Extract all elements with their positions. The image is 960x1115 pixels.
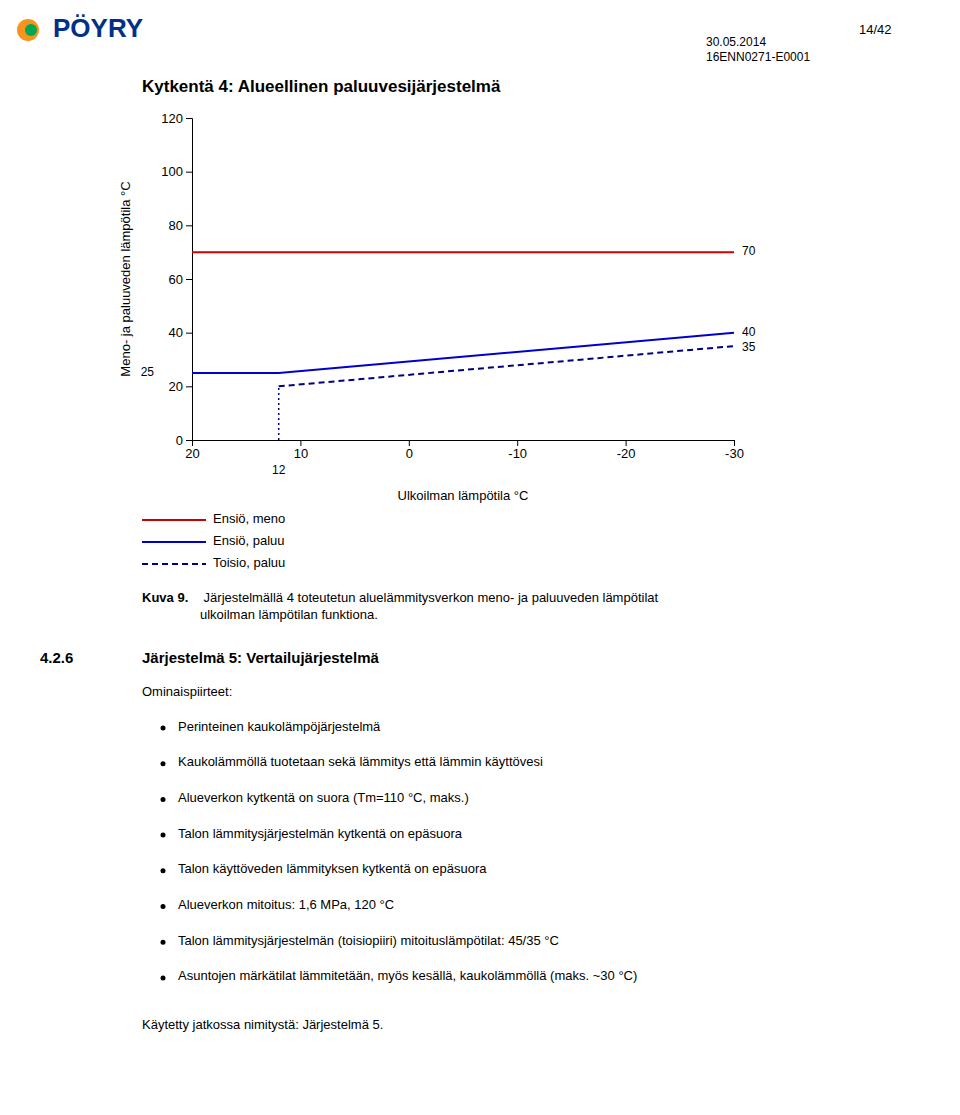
x-axis: 20 10 0 -10 -20 -30 [185, 440, 744, 461]
bullet [161, 761, 166, 766]
chart: 20100-10-20-30020406080100120Ulkoilman l… [118, 111, 756, 503]
bullet-text: Talon käyttöveden lämmityksen kytkentä o… [178, 861, 487, 876]
tick-mark [186, 386, 192, 387]
bullet-text: Talon lämmitysjärjestelmän kytkentä on e… [178, 826, 463, 841]
tick: 10 [294, 440, 308, 461]
section-number: 4.2.6 [40, 649, 73, 666]
tick: -30 [725, 440, 744, 461]
legend: Ensiö, meno Ensiö, paluu Toisio, paluu [142, 511, 285, 570]
logo: PÖYRY [53, 13, 143, 43]
legend-swatch [142, 541, 206, 543]
axis-line [193, 441, 735, 447]
tick-label: 80 [169, 218, 183, 233]
footer-text: Käytetty jatkossa nimitystä: Järjestelmä… [142, 1017, 383, 1032]
tick-mark [186, 225, 192, 226]
tick-mark [186, 118, 192, 119]
tick-mark [517, 440, 518, 446]
series-line [278, 386, 280, 440]
caption-text: Järjestelmällä 4 toteutetun aluelämmitys… [200, 590, 659, 622]
tick-mark [409, 440, 410, 446]
bullet-text: Alueverkon kytkentä on suora (Tm=110 °C,… [178, 790, 469, 805]
tick: 40 [169, 325, 192, 340]
series-line [279, 346, 734, 386]
bullet [161, 975, 166, 980]
header-code: 16ENN0271-E0001 [706, 50, 810, 64]
bullet [161, 797, 166, 802]
tick-label: 0 [176, 433, 183, 448]
annotation: 40 [742, 325, 756, 339]
tick: 0 [176, 433, 192, 448]
annotation: 12 [272, 463, 286, 477]
y-axis-title: Meno- ja paluuveden lämpötila °C [118, 181, 133, 376]
legend-swatch [142, 519, 206, 521]
plot-area [192, 252, 734, 440]
tick-label: -30 [725, 446, 744, 461]
tick-mark [186, 333, 192, 334]
tick-mark [186, 440, 192, 441]
axis-line [186, 119, 193, 441]
section-title: Järjestelmä 5: Vertailujärjestelmä [142, 649, 379, 666]
annotation: 25 [141, 365, 155, 379]
tick-mark [734, 440, 735, 446]
tick: 80 [169, 218, 192, 233]
bullet [161, 904, 166, 909]
tick-label: 100 [161, 164, 183, 179]
legend-entry: Toisio, paluu [213, 555, 285, 570]
legend-entry: Ensiö, paluu [213, 533, 285, 548]
tick-label: 60 [169, 272, 183, 287]
section: 4.2.6 Järjestelmä 5: Vertailujärjestelmä O… [40, 649, 637, 1032]
tick-label: 120 [161, 111, 183, 126]
tick: 0 [406, 440, 413, 461]
tick: 100 [161, 164, 192, 179]
annotation: 35 [742, 340, 756, 354]
tick: -20 [617, 440, 636, 461]
legend-entry: Ensiö, meno [213, 511, 285, 526]
header-date: 30.05.2014 [706, 35, 766, 49]
logo-circle [25, 24, 37, 36]
header-page: 14/42 [859, 22, 892, 37]
page: PÖYRY 14/42 30.05.201416ENN0271-E0001 Kytke… [0, 0, 960, 1115]
tick-mark [186, 279, 192, 280]
tick: 60 [169, 272, 192, 287]
bullet-text: Talon lämmitysjärjestelmän (toisiopiiri)… [178, 933, 559, 948]
tick: -10 [508, 440, 527, 461]
caption: Kuva 9. Järjestelmällä 4 toteutetun alue… [142, 590, 659, 622]
bullet [161, 833, 166, 838]
bullet-text: Perinteinen kaukolämpöjärjestelmä [178, 719, 381, 734]
header: PÖYRY 14/42 30.05.201416ENN0271-E0001 [17, 13, 892, 64]
tick-mark [626, 440, 627, 446]
tick-label: -10 [508, 446, 527, 461]
bullet-text: Alueverkon mitoitus: 1,6 MPa, 120 °C [178, 897, 394, 912]
annotations: 7040351225 [141, 244, 756, 476]
bullet-text: Asuntojen märkätilat lämmitetään, myös k… [178, 968, 637, 983]
bullet-text: Kaukolämmöllä tuotetaan sekä lämmitys et… [178, 754, 543, 769]
tick-label: -20 [617, 446, 636, 461]
annotation: 70 [742, 244, 756, 258]
series-line [192, 251, 734, 253]
tick-label: 20 [185, 446, 199, 461]
bullet [161, 940, 166, 945]
subsection-title: Ominaispiirteet: [142, 684, 232, 699]
chart-title: Kytkentä 4: Alueellinen paluuvesijärjest… [142, 77, 501, 96]
tick-mark [186, 172, 192, 173]
tick-label: 40 [169, 325, 183, 340]
tick-label: 10 [294, 446, 308, 461]
tick-label: 0 [406, 446, 413, 461]
x-axis-title: Ulkoilman lämpötila °C [398, 488, 529, 503]
logo-circle [17, 19, 39, 41]
tick: 120 [161, 111, 192, 126]
tick-mark [300, 440, 301, 446]
legend-swatch [142, 563, 206, 565]
tick: 20 [185, 440, 199, 461]
tick: 20 [169, 379, 192, 394]
bullet [161, 868, 166, 873]
caption-label: Kuva 9. [142, 590, 188, 605]
y-axis: 0 20 40 60 80 100 120 [161, 111, 192, 448]
tick-label: 20 [169, 379, 183, 394]
bullet [161, 726, 166, 731]
